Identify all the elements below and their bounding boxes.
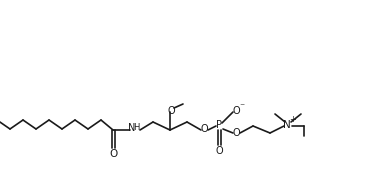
Text: O: O: [109, 149, 118, 159]
Text: +: +: [290, 115, 296, 124]
Text: ⁻: ⁻: [240, 102, 245, 112]
Text: P: P: [216, 120, 222, 130]
Text: O: O: [167, 106, 175, 116]
Text: O: O: [232, 106, 240, 116]
Text: H: H: [133, 124, 139, 133]
Text: N: N: [283, 120, 291, 130]
Text: O: O: [216, 146, 223, 156]
Text: N: N: [128, 123, 136, 133]
Text: O: O: [232, 128, 240, 138]
Text: O: O: [200, 124, 208, 134]
